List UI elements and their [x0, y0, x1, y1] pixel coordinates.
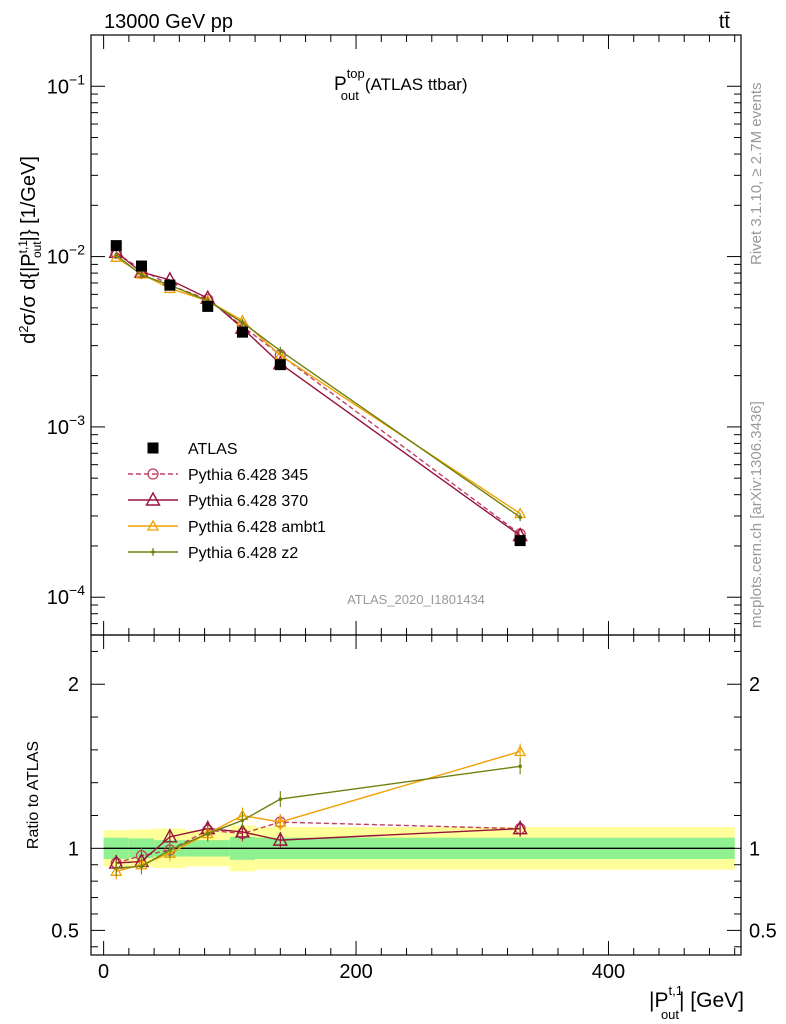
ratio-plot-panel: 0 200 400 0.5 0.5 1 1 2 2 Ratio to ATLAS — [25, 634, 777, 983]
data-point — [236, 326, 248, 338]
legend-label: Pythia 6.428 z2 — [188, 545, 298, 562]
ratio-point-3 — [114, 866, 119, 870]
y-axis-label-bottom: Ratio to ATLAS — [25, 741, 42, 849]
data-point — [514, 535, 526, 547]
header-energy-label: 13000 GeV pp — [104, 11, 233, 33]
ratio-point-2 — [274, 815, 287, 827]
legend-label: Pythia 6.428 ambt1 — [188, 519, 326, 536]
main-plot-panel: 10−4 10−3 10−2 10−1 Ptop out(ATLAS ttbar) AT… — [16, 34, 742, 955]
legend-entry: Pythia 6.428 345 — [128, 467, 308, 484]
y-tick-label-bottom: 0.5 — [51, 920, 79, 942]
legend-entry: Pythia 6.428 370 — [128, 491, 308, 510]
y-tick-label-bottom-right: 0.5 — [749, 920, 777, 942]
legend-entry: ATLAS — [147, 441, 238, 458]
y-tick-label-top: 10−1 — [47, 71, 85, 98]
plot-title: Ptop out(ATLAS ttbar) — [334, 66, 468, 103]
ratio-point-3 — [168, 848, 172, 852]
ratio-point-3 — [205, 831, 210, 836]
series-point-3 — [518, 515, 522, 519]
ratio-point-3 — [139, 864, 144, 869]
data-point — [274, 359, 286, 371]
data-point — [202, 300, 214, 312]
y-tick-label-top: 10−2 — [47, 242, 85, 269]
legend-marker-data — [147, 442, 159, 454]
series-point-3 — [278, 348, 283, 353]
ratio-point-1 — [512, 820, 528, 835]
x-tick-label: 200 — [339, 961, 372, 983]
legend-marker — [145, 491, 161, 506]
y-tick-label-top: 10−3 — [47, 412, 85, 439]
legend-entry: Pythia 6.428 ambt1 — [128, 519, 326, 536]
ratio-point-3 — [278, 797, 283, 801]
svg-text:d2σ/σ d{|Pt,1out|} [1/GeV]: d2σ/σ d{|Pt,1out|} [1/GeV] — [16, 156, 44, 344]
ratio-point-3 — [518, 764, 522, 769]
legend: ATLAS Pythia 6.428 345 Pythia 6.428 370 Pyt… — [128, 441, 326, 562]
legend-label: ATLAS — [188, 441, 238, 458]
ratio-point-2 — [514, 745, 527, 757]
analysis-id-label: ATLAS_2020_I1801434 — [347, 592, 485, 607]
series-line-3 — [115, 254, 521, 518]
ratio-plot-frame — [90, 634, 742, 956]
mcplots-label: mcplots.cern.ch [arXiv:1306.3436] — [748, 401, 765, 628]
y-tick-label-bottom: 2 — [68, 674, 79, 696]
series-line-1 — [115, 251, 521, 537]
ratio-point-1 — [272, 831, 288, 846]
y-tick-label-top: 10−4 — [47, 582, 85, 609]
ratio-point-1 — [162, 828, 178, 843]
y-axis-label-top: d2σ/σ d{|Pt,1out|} [1/GeV] — [16, 156, 44, 344]
series-point-3 — [139, 273, 144, 277]
x-tick-label: 400 — [592, 961, 625, 983]
x-tick-label: 0 — [98, 961, 109, 983]
legend-entry: Pythia 6.428 z2 — [128, 545, 298, 562]
rivet-version-label: Rivet 3.1.10, ≥ 2.7M events — [748, 83, 765, 266]
y-tick-label-bottom: 1 — [68, 838, 79, 860]
data-point — [110, 240, 122, 252]
series-point-3 — [114, 253, 119, 257]
data-point — [135, 260, 147, 272]
x-axis-label: |Pt,1 out| [GeV] — [649, 983, 744, 1022]
header-process-label: tt̄ — [719, 11, 731, 33]
legend-marker — [147, 468, 159, 480]
series-point-3 — [240, 320, 245, 325]
legend-label: Pythia 6.428 370 — [188, 493, 308, 510]
y-tick-label-bottom-right: 2 — [749, 674, 760, 696]
y-tick-label-bottom-right: 1 — [749, 838, 760, 860]
legend-marker — [146, 519, 160, 531]
ratio-point-3 — [240, 818, 245, 823]
data-point — [164, 279, 176, 291]
legend-marker — [151, 550, 155, 554]
ratio-point-1 — [234, 823, 251, 838]
legend-label: Pythia 6.428 345 — [188, 467, 308, 484]
